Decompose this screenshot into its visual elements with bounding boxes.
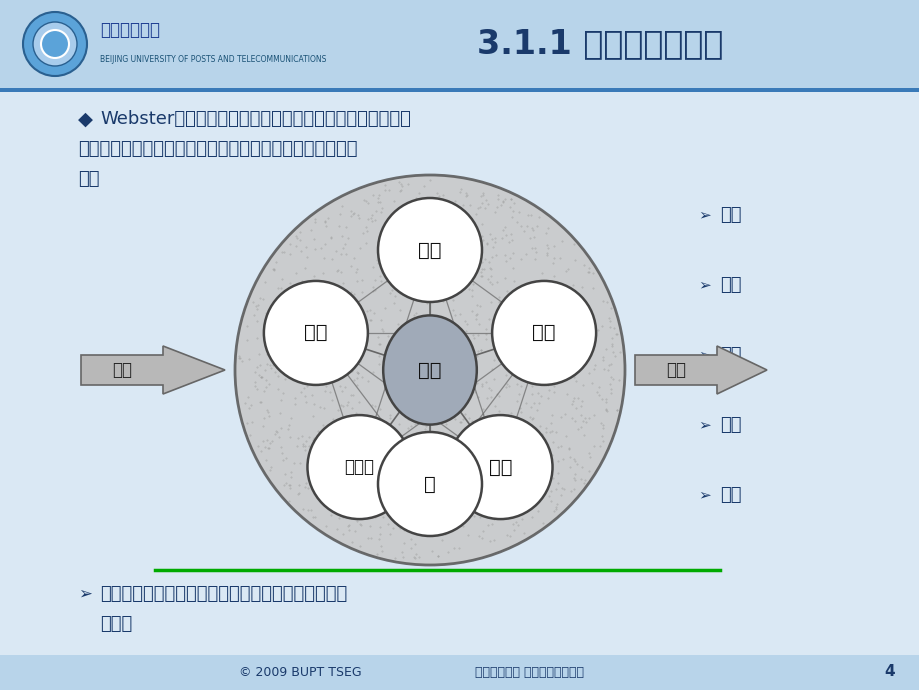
Circle shape <box>33 22 77 66</box>
Circle shape <box>307 415 411 519</box>
Text: ➢: ➢ <box>698 488 710 502</box>
Text: 输入: 输入 <box>112 361 131 379</box>
Text: © 2009 BUPT TSEG: © 2009 BUPT TSEG <box>238 665 361 678</box>
Circle shape <box>234 175 624 565</box>
Text: ➢: ➢ <box>698 208 710 222</box>
Circle shape <box>41 30 69 58</box>
Circle shape <box>264 281 368 385</box>
Text: ➢: ➢ <box>78 585 92 603</box>
Polygon shape <box>634 346 766 394</box>
Ellipse shape <box>383 315 476 424</box>
Text: ➢: ➢ <box>698 417 710 433</box>
Text: 信息: 信息 <box>720 346 741 364</box>
Text: BEIJING UNIVERSITY OF POSTS AND TELECOMMUNICATIONS: BEIJING UNIVERSITY OF POSTS AND TELECOMM… <box>100 55 326 64</box>
Text: 人: 人 <box>424 475 436 493</box>
Circle shape <box>492 281 596 385</box>
Circle shape <box>23 12 87 76</box>
Text: Webster定义的计算机系统是：元素的集合或排列，这些元: Webster定义的计算机系统是：元素的集合或排列，这些元 <box>100 110 411 128</box>
Text: 素被组织在一起，以便通过处理外部信息自动或某些预定的: 素被组织在一起，以便通过处理外部信息自动或某些预定的 <box>78 140 357 158</box>
Text: 硬件: 硬件 <box>532 324 555 342</box>
Text: 使用: 使用 <box>720 486 741 504</box>
Text: 能的: 能的 <box>720 206 741 224</box>
Text: 4: 4 <box>884 664 894 680</box>
Bar <box>0 655 919 690</box>
Text: 文档: 文档 <box>304 324 327 342</box>
Text: 目标: 目标 <box>78 170 99 188</box>
Circle shape <box>378 432 482 536</box>
Text: 3.1.1 计算机系统工程: 3.1.1 计算机系统工程 <box>476 28 722 61</box>
Text: 软件: 软件 <box>488 457 512 477</box>
Text: ➢: ➢ <box>698 277 710 293</box>
Text: 北京邮电大学: 北京邮电大学 <box>100 21 160 39</box>
Polygon shape <box>81 346 225 394</box>
Text: ◆: ◆ <box>78 110 93 129</box>
Bar <box>0 88 919 92</box>
Text: 北京邮电大学 通信软件工程中心: 北京邮电大学 通信软件工程中心 <box>475 665 584 678</box>
Text: 适性：指定义了一个系统允许的特定使用环境（使用: 适性：指定义了一个系统允许的特定使用环境（使用 <box>100 585 346 603</box>
Text: 过程: 过程 <box>418 241 441 259</box>
Text: 使用: 使用 <box>720 416 741 434</box>
Text: 数据库: 数据库 <box>344 458 374 476</box>
Text: 的描: 的描 <box>720 276 741 294</box>
Text: ➢: ➢ <box>698 348 710 362</box>
Text: 系统: 系统 <box>418 360 441 380</box>
Circle shape <box>448 415 552 519</box>
Text: 环境。: 环境。 <box>100 615 132 633</box>
Text: 输出: 输出 <box>665 361 686 379</box>
Circle shape <box>378 198 482 302</box>
Bar <box>0 0 919 88</box>
